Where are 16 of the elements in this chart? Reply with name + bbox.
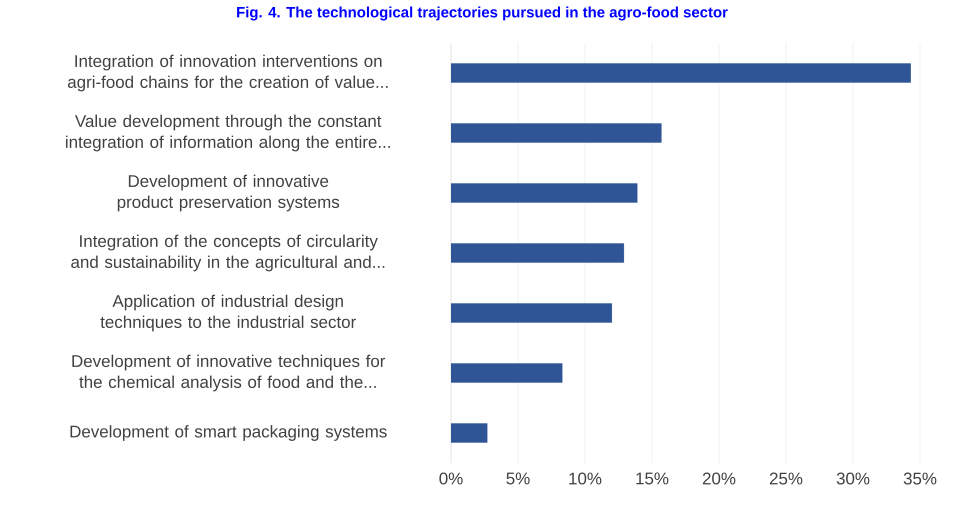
y-tick-label: Development of innovative product preservation systems — [118, 174, 340, 212]
x-tick-label: 25% — [770, 472, 802, 485]
y-tick-label: Application of industrial design techniques to the industrial sector — [100, 294, 356, 332]
x-tick-label: 5% — [506, 472, 530, 484]
chart-title: Fig. 4. The technological trajectories pursued in the agro-food sector — [237, 6, 728, 21]
x-tick-label: 30% — [836, 472, 870, 485]
y-tick-label: Development of innovative techniques for the chemical analysis of food and the... — [72, 354, 386, 392]
y-tick-label: Development of smart packaging systems — [70, 425, 387, 441]
y-tick-label: Integration of the concepts of circularity and sustainability in the agricultural and... — [71, 234, 384, 272]
y-tick-label: Value development through the constant integration of information along the entire... — [66, 114, 390, 152]
x-tick-label: 15% — [636, 472, 668, 484]
y-tick-label: Integration of innovation interventions on agri-food chains for the creation of value... — [68, 54, 388, 92]
x-tick-label: 20% — [702, 472, 736, 485]
x-tick-label: 35% — [904, 472, 936, 485]
x-tick-label: 0% — [439, 472, 463, 485]
x-tick-label: 10% — [569, 472, 602, 485]
